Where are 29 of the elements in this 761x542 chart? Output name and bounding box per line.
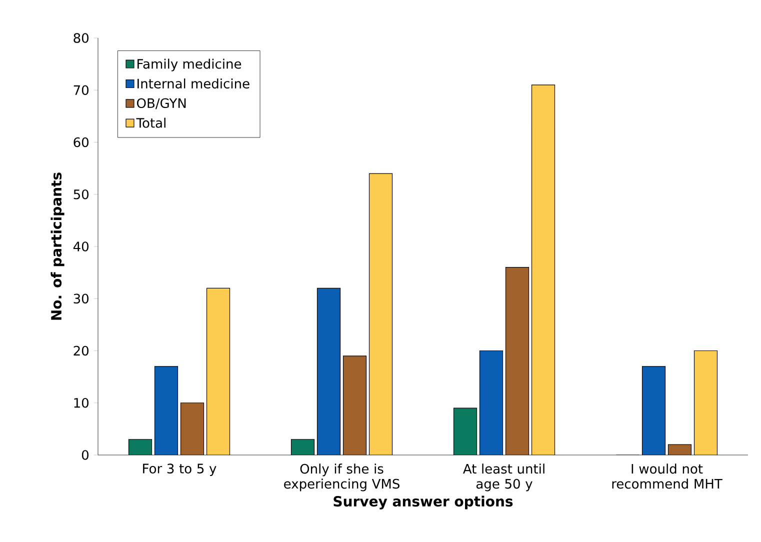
y-tick-label: 0 (82, 450, 88, 460)
y-axis-title: No. of participants (50, 172, 64, 320)
y-tick-label: 30 (74, 294, 88, 304)
bar (480, 350, 503, 455)
bar (180, 402, 204, 455)
y-tick-label: 60 (74, 137, 88, 148)
y-tick-label: 40 (73, 242, 88, 252)
bar (343, 356, 366, 455)
x-axis-title: Survey answer options (334, 496, 513, 510)
y-tick-label: 20 (74, 346, 88, 356)
y-tick-label: 50 (74, 189, 88, 200)
x-tick-label: Only if she is experiencing VMS (284, 464, 400, 492)
bar (128, 439, 152, 455)
x-tick-label: At least until age 50 y (463, 464, 544, 492)
legend-label: OB/GYN (137, 98, 186, 110)
bar (506, 267, 529, 455)
y-tick-label: 80 (74, 33, 88, 43)
x-tick-label: I would not recommend MHT (612, 464, 722, 489)
bar (291, 439, 314, 455)
legend-label: Total (136, 118, 166, 128)
y-tick-label: 10 (74, 398, 88, 408)
bar (454, 408, 477, 455)
bar (642, 366, 666, 455)
bar (154, 366, 178, 455)
bar (317, 288, 340, 455)
y-tick-label: 70 (74, 85, 88, 96)
legend-label: Family medicine (138, 58, 242, 72)
legend-label: Internal medicine (138, 78, 250, 89)
x-tick-label: For 3 to 5 y (143, 464, 216, 476)
